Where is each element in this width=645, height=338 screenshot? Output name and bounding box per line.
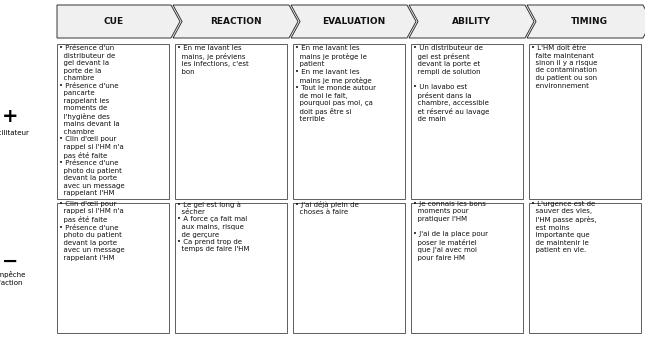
Text: • En me lavant les
  mains, je préviens
  les infections, c'est
  bon: • En me lavant les mains, je préviens le… (177, 45, 249, 75)
Text: • Un distributeur de
  gel est présent
  devant la porte et
  rempli de solution: • Un distributeur de gel est présent dev… (413, 45, 490, 122)
FancyBboxPatch shape (411, 44, 523, 198)
Text: • L'urgence est de
  sauver des vies,
  l'HM passe après,
  est moins
  importan: • L'urgence est de sauver des vies, l'HM… (531, 201, 597, 253)
Text: ABILITY: ABILITY (452, 17, 491, 26)
Polygon shape (409, 5, 534, 38)
FancyBboxPatch shape (411, 203, 523, 333)
Text: • J'ai déjà plein de
  choses à faire: • J'ai déjà plein de choses à faire (295, 201, 359, 216)
FancyBboxPatch shape (293, 44, 405, 198)
FancyBboxPatch shape (293, 203, 405, 333)
Text: Empêche
l'action: Empêche l'action (0, 271, 26, 286)
Text: CUE: CUE (104, 17, 124, 26)
Text: Facilitateur: Facilitateur (0, 130, 30, 136)
Polygon shape (173, 5, 298, 38)
Text: • Présence d'un
  distributeur de
  gel devant la
  porte de la
  chambre
• Prés: • Présence d'un distributeur de gel deva… (59, 45, 124, 196)
Text: +: + (2, 106, 18, 125)
Polygon shape (527, 5, 645, 38)
FancyBboxPatch shape (175, 203, 287, 333)
FancyBboxPatch shape (529, 44, 641, 198)
Text: TIMING: TIMING (571, 17, 608, 26)
Text: • En me lavant les
  mains je protège le
  patient
• En me lavant les
  mains je: • En me lavant les mains je protège le p… (295, 45, 376, 122)
FancyBboxPatch shape (175, 44, 287, 198)
Text: • Je connais les bons
  moments pour
  pratiquer l'HM

• J'ai de la place pour
 : • Je connais les bons moments pour prati… (413, 201, 488, 261)
FancyBboxPatch shape (57, 203, 169, 333)
Text: • Le gel est long à
  sécher
• A force ça fait mal
  aux mains, risque
  de gerç: • Le gel est long à sécher • A force ça … (177, 201, 250, 252)
Polygon shape (57, 5, 180, 38)
FancyBboxPatch shape (57, 44, 169, 198)
Text: • Clin d'œil pour
  rappel si l'HM n'a
  pas été faite
• Présence d'une
  photo : • Clin d'œil pour rappel si l'HM n'a pas… (59, 201, 124, 261)
Text: −: − (2, 252, 18, 271)
FancyBboxPatch shape (529, 203, 641, 333)
Text: EVALUATION: EVALUATION (322, 17, 385, 26)
Text: REACTION: REACTION (210, 17, 261, 26)
Text: • L'HM doit être
  faite maintenant
  sinon il y a risque
  de contamination
  d: • L'HM doit être faite maintenant sinon … (531, 45, 597, 89)
Polygon shape (291, 5, 416, 38)
